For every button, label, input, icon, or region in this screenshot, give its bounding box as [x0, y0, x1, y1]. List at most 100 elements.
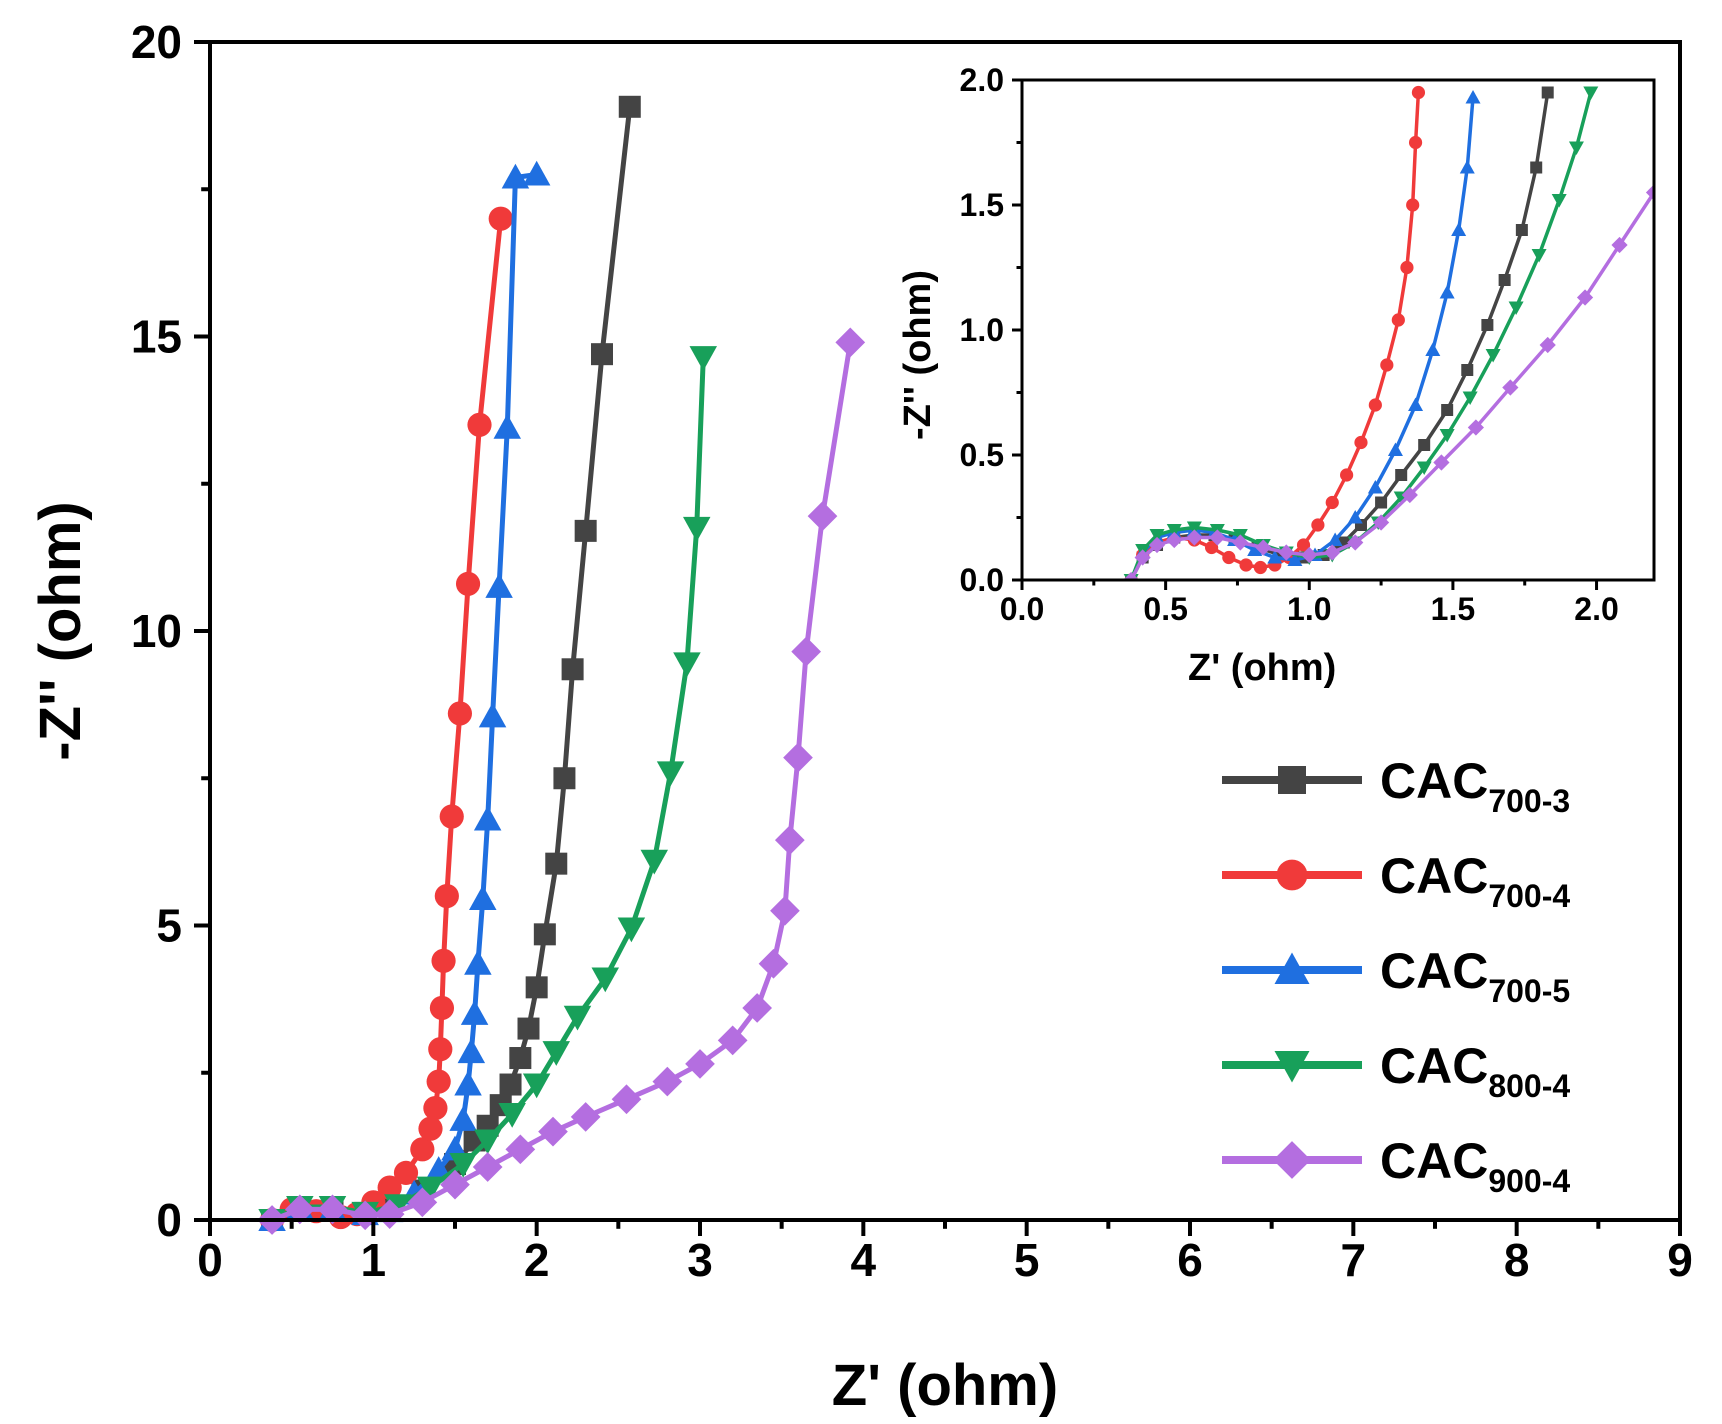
main-point-cac700-4 [488, 206, 513, 231]
main-point-cac800-4 [384, 1194, 412, 1220]
legend-label-subscript: 700-3 [1488, 783, 1570, 819]
inset-point-cac700-5 [1247, 542, 1263, 556]
inset-point-cac700-4 [1325, 495, 1339, 510]
main-x-tick-label: 7 [1341, 1234, 1367, 1286]
inset-point-cac700-4 [1408, 135, 1423, 150]
legend-marker-cac900-4 [1273, 1141, 1311, 1179]
main-x-tick-label: 5 [1014, 1234, 1040, 1286]
main-point-cac900-4 [835, 327, 866, 358]
main-point-cac700-4 [439, 804, 464, 829]
inset-point-cac900-4 [1278, 544, 1295, 561]
main-x-tick-label: 6 [1177, 1234, 1203, 1286]
main-point-cac900-4 [611, 1084, 642, 1115]
main-point-cac900-4 [505, 1134, 536, 1165]
main-point-cac700-5 [485, 573, 513, 598]
main-point-cac700-4 [455, 571, 481, 596]
inset-point-cac900-4 [1502, 379, 1519, 396]
inset-series-layer [1123, 85, 1654, 580]
inset-point-cac700-5 [1408, 397, 1424, 411]
inset-point-cac900-4 [1255, 539, 1272, 556]
inset-point-cac900-4 [1372, 514, 1390, 531]
inset-point-cac700-5 [1425, 342, 1441, 356]
legend-item-cac700-3: CAC700-3 [1222, 753, 1570, 819]
legend-label-main: CAC [1380, 848, 1488, 904]
main-point-cac800-4 [473, 1129, 502, 1155]
inset-point-cac700-4 [1205, 540, 1219, 555]
main-point-cac700-5 [457, 1038, 486, 1064]
main-point-cac700-5 [464, 950, 492, 975]
main-y-tick-label: 15 [131, 311, 182, 363]
legend-label-subscript: 700-4 [1488, 878, 1570, 914]
main-series-line-cac700-5 [271, 172, 538, 1223]
legend-label-subscript: 900-4 [1488, 1163, 1570, 1199]
inset-x-tick-label: 1.5 [1431, 591, 1475, 627]
main-y-axis-title: -Z'' (ohm) [28, 501, 93, 761]
inset-point-cac700-4 [1340, 468, 1354, 482]
inset-point-cac900-4 [1324, 544, 1341, 561]
inset-point-cac900-4 [1576, 289, 1594, 306]
inset-point-cac700-3 [1530, 161, 1543, 174]
inset-point-cac800-4 [1583, 86, 1599, 100]
main-x-axis-title: Z' (ohm) [832, 1353, 1058, 1418]
main-x-tick-label: 2 [524, 1234, 550, 1286]
main-point-cac700-4 [447, 701, 472, 726]
main-x-tick-label: 3 [687, 1234, 713, 1286]
inset-point-cac900-4 [1301, 546, 1318, 564]
main-point-cac700-3 [561, 658, 584, 681]
main-point-cac700-3 [509, 1047, 532, 1070]
legend-label-cac700-5: CAC700-5 [1380, 943, 1570, 1009]
inset-point-cac900-4 [1186, 529, 1203, 546]
main-point-cac700-4 [393, 1160, 419, 1185]
main-y-tick-label: 5 [156, 900, 182, 952]
inset-point-cac800-4 [1508, 301, 1524, 315]
inset-point-cac900-4 [1467, 419, 1484, 436]
legend-label-cac700-3: CAC700-3 [1380, 753, 1570, 819]
legend-label-cac800-4: CAC800-4 [1380, 1038, 1570, 1104]
main-point-cac800-4 [656, 761, 685, 787]
main-point-cac700-5 [454, 1070, 482, 1096]
inset-point-cac700-3 [1441, 404, 1454, 416]
inset-point-cac800-4 [1568, 141, 1584, 155]
main-point-cac800-4 [682, 516, 711, 542]
main-y-tick-label: 10 [131, 605, 182, 657]
main-point-cac900-4 [284, 1194, 315, 1225]
inset-point-cac700-5 [1287, 552, 1303, 566]
main-point-cac800-4 [689, 346, 718, 371]
inset-point-cac700-3 [1515, 224, 1528, 236]
main-point-cac800-4 [522, 1073, 551, 1099]
inset-point-cac700-4 [1380, 358, 1394, 372]
inset-point-cac900-4 [1123, 571, 1140, 580]
inset-y-tick-label: 1.5 [960, 187, 1004, 223]
main-point-cac900-4 [440, 1169, 470, 1200]
inset-point-cac800-4 [1462, 391, 1478, 405]
main-point-cac700-5 [469, 885, 497, 910]
inset-point-cac700-4 [1406, 198, 1420, 212]
legend-label-subscript: 700-5 [1488, 973, 1570, 1009]
legend-marker-cac800-4 [1274, 1051, 1310, 1083]
inset-y-tick-label: 0.0 [960, 562, 1004, 598]
inset-point-cac800-4 [1551, 194, 1567, 208]
inset-point-cac900-4 [1347, 534, 1364, 551]
main-point-cac700-4 [410, 1137, 435, 1162]
main-point-cac700-5 [478, 702, 507, 728]
main-point-cac800-4 [498, 1102, 526, 1128]
inset-y-tick-label: 1.0 [960, 312, 1004, 348]
inset-point-cac800-4 [1149, 529, 1165, 543]
main-point-cac700-4 [467, 412, 492, 437]
main-point-cac700-4 [428, 1037, 453, 1062]
inset-point-cac700-3 [1498, 274, 1511, 286]
main-point-cac700-5 [522, 160, 551, 186]
legend-item-cac700-5: CAC700-5 [1222, 943, 1570, 1009]
inset-point-cac700-4 [1222, 550, 1236, 565]
inset-point-cac700-3 [1418, 439, 1431, 451]
main-point-cac700-3 [574, 519, 597, 542]
inset-point-cac900-4 [1134, 549, 1151, 566]
main-point-cac700-3 [553, 767, 576, 790]
main-point-cac800-4 [449, 1153, 477, 1178]
inset-y-tick-label: 0.5 [960, 437, 1004, 473]
main-point-cac700-5 [460, 1000, 489, 1025]
main-point-cac700-3 [517, 1017, 540, 1040]
inset-point-cac700-5 [1367, 480, 1383, 494]
legend-label-cac900-4: CAC900-4 [1380, 1133, 1570, 1199]
